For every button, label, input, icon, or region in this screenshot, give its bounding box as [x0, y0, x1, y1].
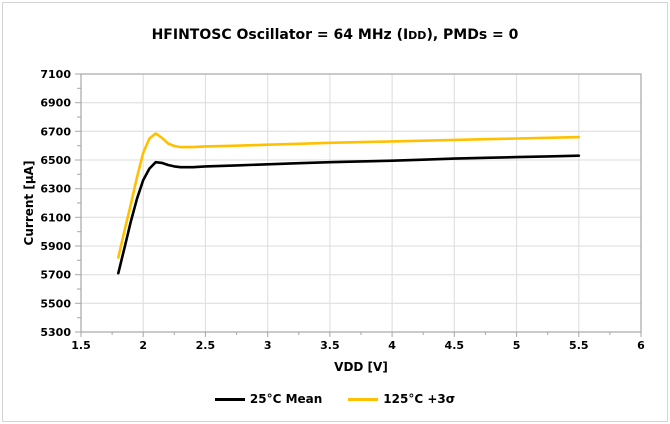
chart-title-text: HFINTOSC Oscillator = 64 MHz (I — [151, 27, 409, 43]
legend-label: 125°C +3σ — [383, 392, 456, 406]
legend-item: 25°C Mean — [214, 392, 323, 406]
y-tick-labels: 5300 5500 5700 5900 6100 6300 6500 6700 6900 7100 — [40, 68, 71, 339]
plot-border — [80, 73, 642, 333]
y-tick-label: 6900 — [40, 97, 71, 110]
x-tick-label: 4 — [388, 339, 396, 352]
x-tick-label: 2 — [139, 339, 147, 352]
y-tick-label: 5700 — [40, 269, 71, 282]
y-tick-label: 6100 — [40, 211, 71, 224]
x-tick-label: 3 — [264, 339, 272, 352]
x-axis-title: VDD [V] — [334, 360, 388, 374]
x-tick-label: 4.5 — [445, 339, 465, 352]
legend-line-sample — [348, 397, 379, 401]
x-tick-label: 2.5 — [196, 339, 216, 352]
x-tick-label: 5 — [513, 339, 521, 352]
x-tick-label: 1.5 — [71, 339, 91, 352]
y-tick-label: 6300 — [40, 183, 71, 196]
y-tick-label: 6700 — [40, 125, 71, 138]
series-line-0 — [117, 154, 581, 275]
legend-line-sample — [214, 397, 245, 401]
x-tick-label: 3.5 — [320, 339, 340, 352]
x-tick-label: 6 — [637, 339, 645, 352]
y-tick-label: 6500 — [40, 154, 71, 167]
legend-item: 125°C +3σ — [348, 392, 455, 406]
legend-label: 25°C Mean — [249, 392, 323, 406]
y-axis-title: Current [µA] — [22, 160, 36, 246]
y-tick-label: 7100 — [40, 68, 71, 81]
y-tick-label: 5300 — [40, 326, 71, 339]
axis-ticks — [75, 73, 642, 337]
chart-title-text-end: ), PMDs = 0 — [426, 27, 519, 43]
x-tick-labels: 1.5 2 2.5 3 3.5 4 4.5 5 5.5 6 — [71, 339, 645, 352]
y-tick-label: 5500 — [40, 297, 71, 310]
series-line-1 — [117, 132, 581, 259]
gridlines — [80, 73, 642, 333]
chart-title: HFINTOSC Oscillator = 64 MHz (IDD), PMDs… — [0, 27, 670, 43]
x-tick-label: 5.5 — [569, 339, 589, 352]
y-tick-label: 5900 — [40, 240, 71, 253]
legend: 25°C Mean 125°C +3σ — [0, 392, 670, 406]
chart-title-subscript: DD — [408, 29, 427, 42]
